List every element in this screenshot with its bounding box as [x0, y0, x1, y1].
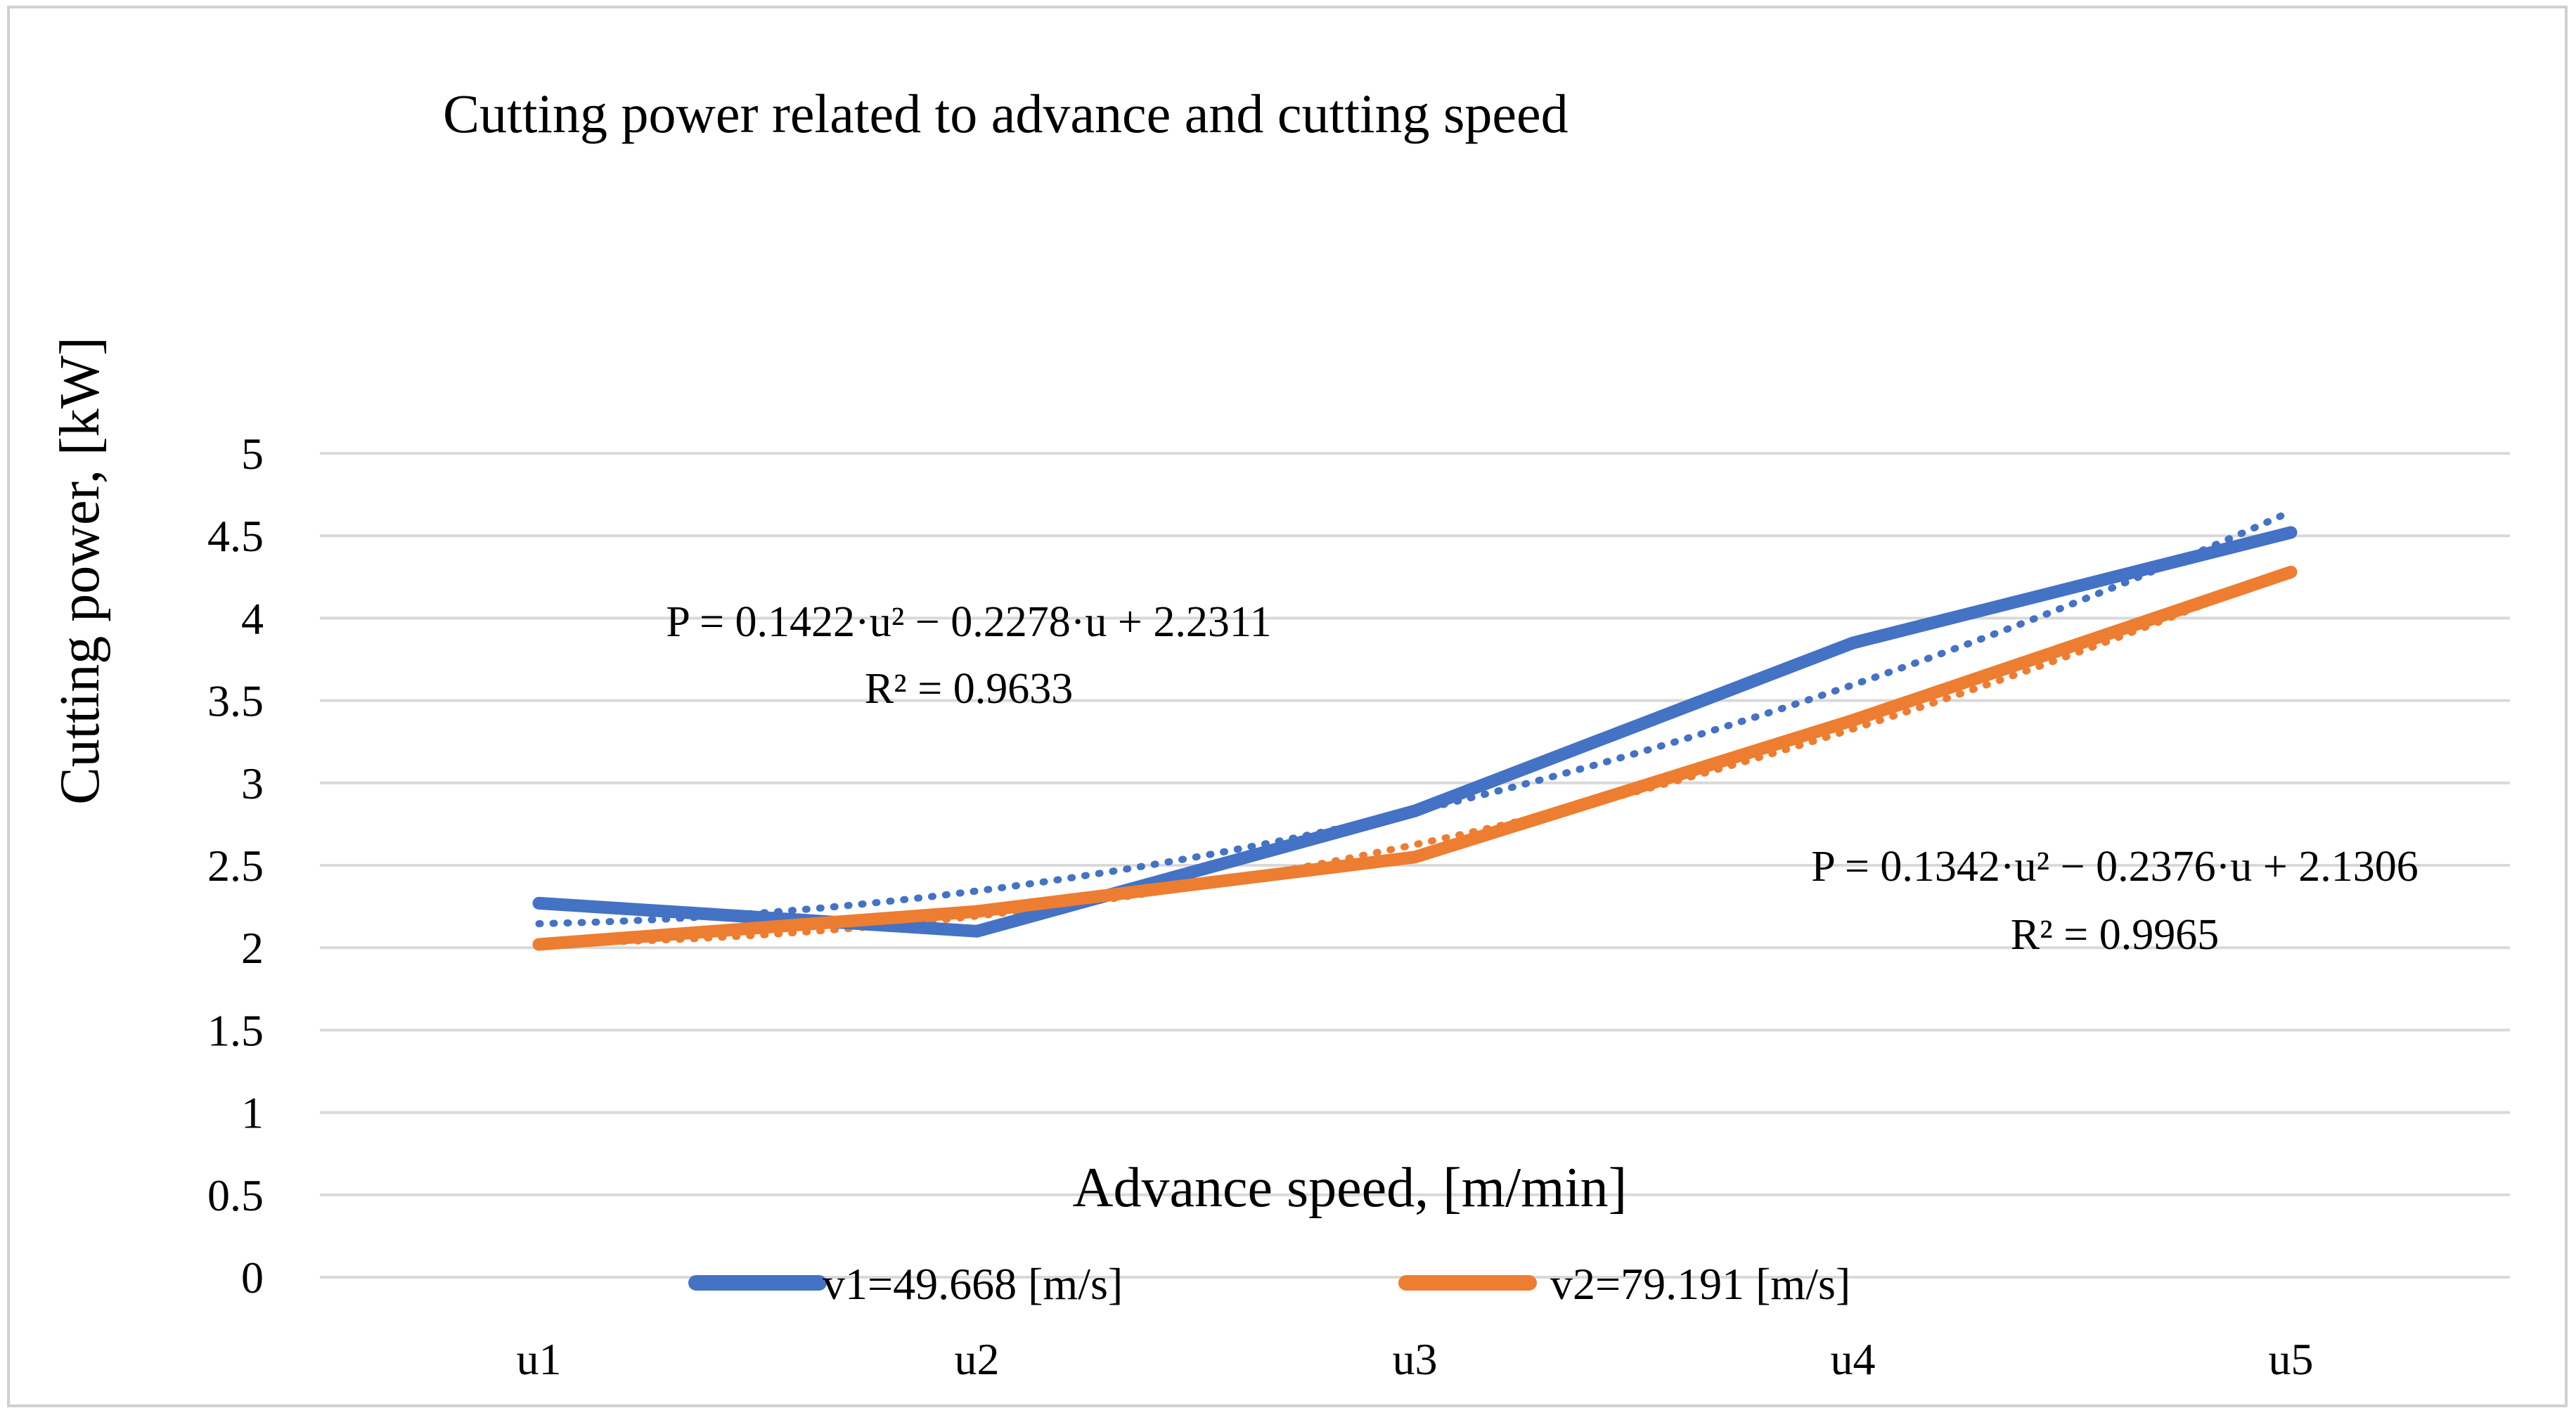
y-tick-label: 2 — [241, 923, 264, 973]
trendline-r2-v2: R² = 0.9965 — [2011, 911, 2219, 959]
x-tick-label: u2 — [955, 1334, 1000, 1384]
x-tick-label: u3 — [1393, 1334, 1438, 1384]
y-tick-labels: 0 0.5 1 1.5 2 2.5 3 3.5 4 4.5 5 — [207, 429, 264, 1303]
y-tick-label: 4.5 — [207, 511, 264, 561]
y-axis-title: Cutting power, [kW] — [49, 337, 111, 805]
x-tick-label: u4 — [1831, 1334, 1876, 1384]
y-tick-label: 4 — [241, 593, 264, 643]
x-tick-label: u1 — [517, 1334, 562, 1384]
y-tick-label: 1.5 — [207, 1005, 264, 1055]
x-axis-title: Advance speed, [m/min] — [1073, 1157, 1628, 1219]
y-tick-label: 3 — [241, 758, 264, 808]
chart-title: Cutting power related to advance and cut… — [443, 83, 1569, 144]
legend-label-v1: v1=49.668 [m/s] — [823, 1259, 1123, 1309]
legend: v1=49.668 [m/s] v2=79.191 [m/s] — [688, 1259, 1850, 1309]
gridlines — [320, 452, 2510, 1279]
chart-frame — [7, 6, 2568, 1407]
trendline-equation-v1: P = 0.1422·u² − 0.2278·u + 2.2311 — [666, 598, 1271, 646]
y-tick-label: 5 — [241, 429, 264, 479]
legend-label-v2: v2=79.191 [m/s] — [1550, 1259, 1850, 1309]
trendline-equation-v2: P = 0.1342·u² − 0.2376·u + 2.1306 — [1811, 843, 2418, 891]
trendline-2 — [535, 565, 2295, 947]
x-tick-labels: u1 u2 u3 u4 u5 — [517, 1334, 2314, 1384]
y-tick-label: 0 — [241, 1253, 264, 1303]
y-tick-label: 2.5 — [207, 841, 264, 891]
y-tick-label: 3.5 — [207, 676, 264, 726]
series-line-2 — [532, 565, 2298, 951]
x-tick-label: u5 — [2269, 1334, 2314, 1384]
trendline-r2-v1: R² = 0.9633 — [865, 665, 1073, 713]
y-tick-label: 1 — [241, 1088, 264, 1138]
series-lines — [532, 526, 2298, 951]
y-tick-label: 0.5 — [207, 1170, 264, 1220]
